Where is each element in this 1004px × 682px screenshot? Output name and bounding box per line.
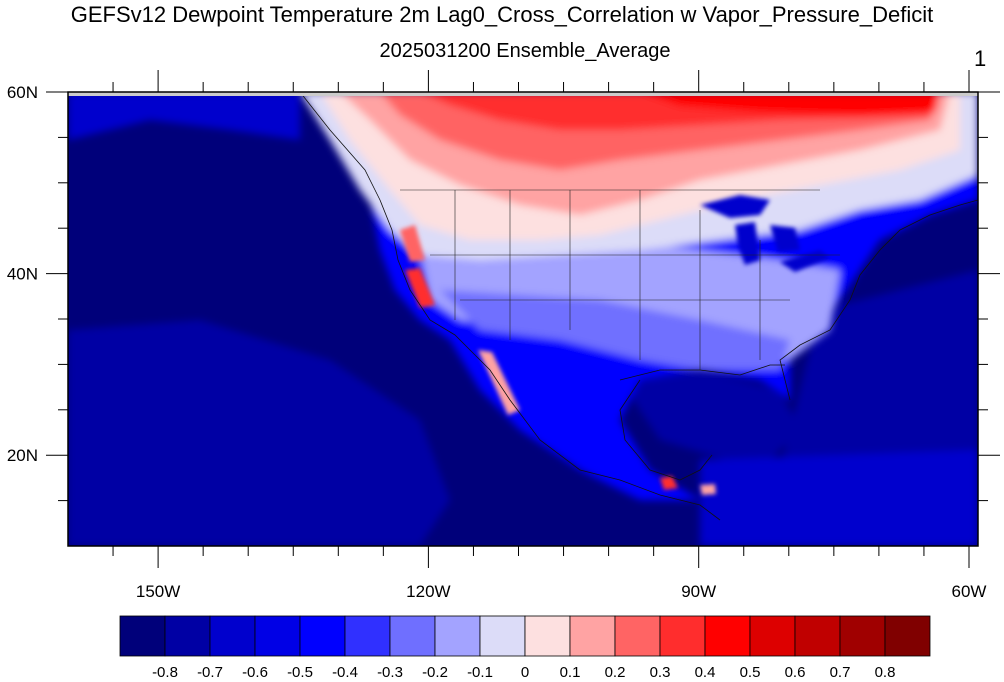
colorbar-swatch [479, 615, 526, 657]
eastern-pacific-region [68, 320, 450, 546]
colorbar-label: 0.2 [605, 664, 626, 681]
colorbar-label: -0.3 [377, 664, 403, 681]
hudson-bay-max-region [640, 92, 940, 115]
colorbar-swatch [344, 615, 391, 657]
colorbar-swatch [884, 615, 931, 657]
colorbar-swatch [119, 615, 166, 657]
mexico-highland-positive [660, 476, 678, 490]
colorbar-label: 0.6 [785, 664, 806, 681]
colorbar-swatch [569, 615, 616, 657]
lake-superior [700, 195, 770, 218]
missing-data-strip [68, 92, 978, 96]
colorbar-label: -0.7 [197, 664, 223, 681]
lake-michigan [735, 222, 760, 265]
central-america-positive [700, 484, 716, 495]
longitude-tick-label: 60W [952, 582, 987, 601]
colorbar-label: -0.2 [422, 664, 448, 681]
colorbar-label: 0.8 [875, 664, 896, 681]
caribbean-region [700, 450, 978, 546]
colorbar-swatch [524, 615, 571, 657]
panel-number-label: 1 [974, 46, 987, 71]
colorbar-swatch [839, 615, 886, 657]
colorbar-swatch [749, 615, 796, 657]
colorbar-swatch [704, 615, 751, 657]
longitude-tick-label: 150W [136, 582, 180, 601]
latitude-tick-label: 20N [7, 446, 38, 465]
colorbar-swatch [164, 615, 211, 657]
colorbar-label: -0.8 [152, 664, 178, 681]
colorbar-swatch [659, 615, 706, 657]
coastline-lines [299, 92, 978, 521]
colorbar-swatch [299, 615, 346, 657]
colorbar-swatch [254, 615, 301, 657]
colorbar-label: 0 [521, 664, 529, 681]
colorbar: -0.8 -0.7 -0.6 -0.5 -0.4 -0.3 -0.2 -0.1 0 0.1 0.2 0… [119, 615, 931, 681]
correlation-field [68, 92, 978, 546]
gulf-coast-region [440, 290, 790, 370]
colorbar-label: -0.1 [467, 664, 493, 681]
colorbar-label: -0.6 [242, 664, 268, 681]
figure-subtitle: 2025031200 Ensemble_Average [379, 40, 671, 62]
colorbar-label: 0.3 [650, 664, 671, 681]
state-border-lines [400, 189, 840, 370]
axis-ticks [46, 70, 1000, 568]
colorbar-label: -0.4 [332, 664, 358, 681]
latitude-tick-label: 60N [7, 83, 38, 102]
colorbar-label: 0.7 [830, 664, 851, 681]
latitude-tick-label: 40N [7, 265, 38, 284]
figure-title: GEFSv12 Dewpoint Temperature 2m Lag0_Cro… [70, 2, 934, 27]
southern-california-positive [405, 268, 435, 308]
colorbar-label: 0.1 [560, 664, 581, 681]
colorbar-label: 0.5 [740, 664, 761, 681]
colorbar-swatch [209, 615, 256, 657]
colorbar-label: 0.4 [695, 664, 716, 681]
latitude-labels: 60N 40N 20N [7, 83, 38, 465]
lake-huron [770, 225, 800, 252]
colorbar-swatch [434, 615, 481, 657]
gulf-of-mexico-region [620, 370, 800, 470]
longitude-labels: 150W 120W 90W 60W [136, 582, 987, 601]
colorbar-swatch [794, 615, 841, 657]
california-valley-positive [400, 225, 425, 262]
longitude-tick-label: 90W [681, 582, 716, 601]
colorbar-label: -0.5 [287, 664, 313, 681]
map-panel: 150W 120W 90W 60W 60N 40N 20N [7, 70, 1000, 601]
lake-erie [780, 250, 830, 272]
longitude-tick-label: 120W [406, 582, 450, 601]
colorbar-swatch [614, 615, 661, 657]
gulf-of-alaska-region [68, 92, 300, 140]
colorbar-swatch [389, 615, 436, 657]
